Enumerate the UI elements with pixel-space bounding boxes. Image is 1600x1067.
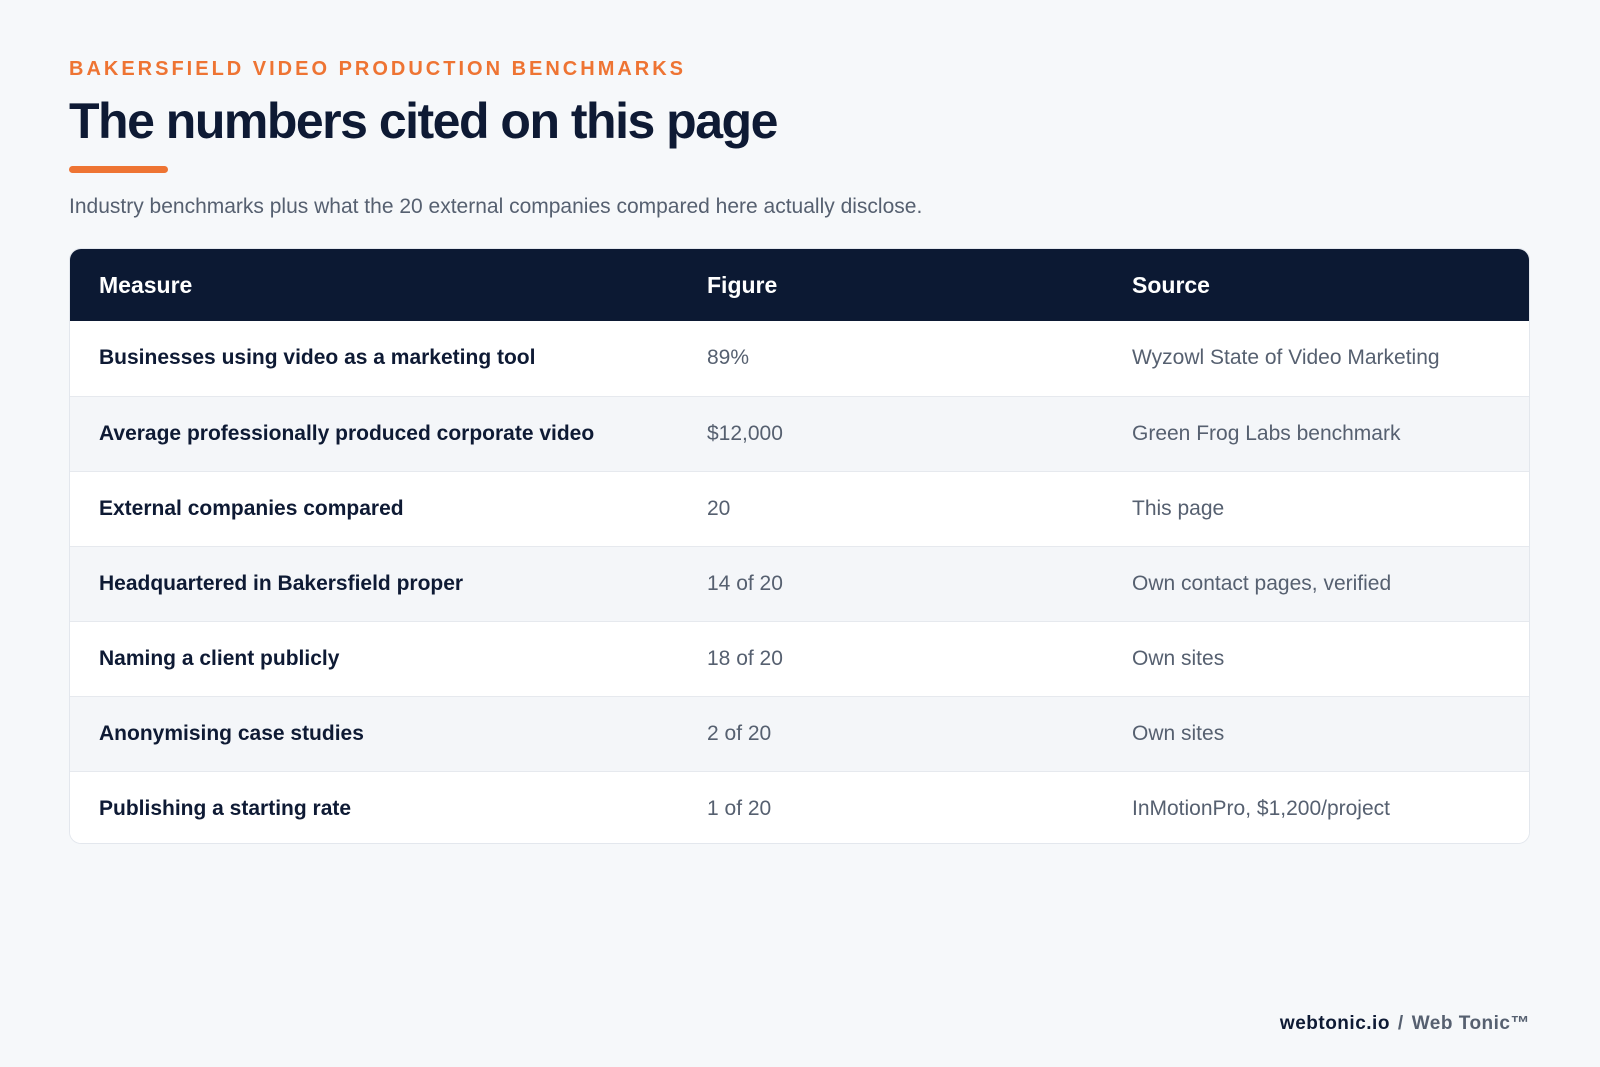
table-row: Naming a client publicly 18 of 20 Own si… xyxy=(70,621,1529,696)
table-header: Measure Figure Source xyxy=(70,249,1529,321)
footer-domain: webtonic.io xyxy=(1279,1013,1390,1034)
footer-credit: webtonic.io / Web Tonic™ xyxy=(1280,1013,1530,1035)
table-header-row: Measure Figure Source xyxy=(70,249,1529,321)
figure-cell: $12,000 xyxy=(707,421,783,445)
source-cell: Own sites xyxy=(1132,646,1225,670)
table-row: External companies compared 20 This page xyxy=(70,471,1529,546)
measure-cell: External companies compared xyxy=(99,496,404,520)
page-title: The numbers cited on this page xyxy=(69,93,778,149)
benchmarks-table: Measure Figure Source Businesses using v… xyxy=(70,249,1529,843)
measure-cell: Naming a client publicly xyxy=(99,646,340,670)
column-header-measure: Measure xyxy=(99,271,193,298)
table-row: Anonymising case studies 2 of 20 Own sit… xyxy=(70,696,1529,771)
measure-cell: Anonymising case studies xyxy=(99,721,364,745)
source-cell: Own sites xyxy=(1132,721,1225,745)
source-cell: InMotionPro, $1,200/project xyxy=(1132,796,1390,820)
page-subtitle: Industry benchmarks plus what the 20 ext… xyxy=(69,195,923,218)
figure-cell: 14 of 20 xyxy=(707,571,783,595)
benchmarks-table-card: Measure Figure Source Businesses using v… xyxy=(69,248,1530,844)
table-row: Average professionally produced corporat… xyxy=(70,396,1529,471)
table-row: Headquartered in Bakersfield proper 14 o… xyxy=(70,546,1529,621)
column-header-figure: Figure xyxy=(707,271,778,298)
figure-cell: 20 xyxy=(707,496,731,520)
measure-cell: Businesses using video as a marketing to… xyxy=(99,346,536,370)
figure-cell: 89% xyxy=(707,346,750,370)
eyebrow-label: BAKERSFIELD VIDEO PRODUCTION BENCHMARKS xyxy=(69,58,687,80)
footer-separator: / xyxy=(1397,1013,1404,1034)
accent-divider xyxy=(69,166,168,173)
source-cell: Own contact pages, verified xyxy=(1132,571,1392,595)
column-header-source: Source xyxy=(1132,271,1210,298)
figure-cell: 1 of 20 xyxy=(707,796,772,820)
source-cell: Wyzowl State of Video Marketing xyxy=(1132,346,1440,370)
figure-cell: 2 of 20 xyxy=(707,721,772,745)
figure-cell: 18 of 20 xyxy=(707,646,783,670)
footer-brand: Web Tonic™ xyxy=(1411,1013,1530,1034)
source-cell: This page xyxy=(1132,496,1225,520)
measure-cell: Headquartered in Bakersfield proper xyxy=(99,571,464,595)
table-row: Businesses using video as a marketing to… xyxy=(70,321,1529,396)
table-row: Publishing a starting rate 1 of 20 InMot… xyxy=(70,771,1529,843)
source-cell: Green Frog Labs benchmark xyxy=(1132,421,1401,445)
table-body: Businesses using video as a marketing to… xyxy=(70,321,1529,843)
measure-cell: Average professionally produced corporat… xyxy=(99,421,595,445)
measure-cell: Publishing a starting rate xyxy=(99,796,352,820)
